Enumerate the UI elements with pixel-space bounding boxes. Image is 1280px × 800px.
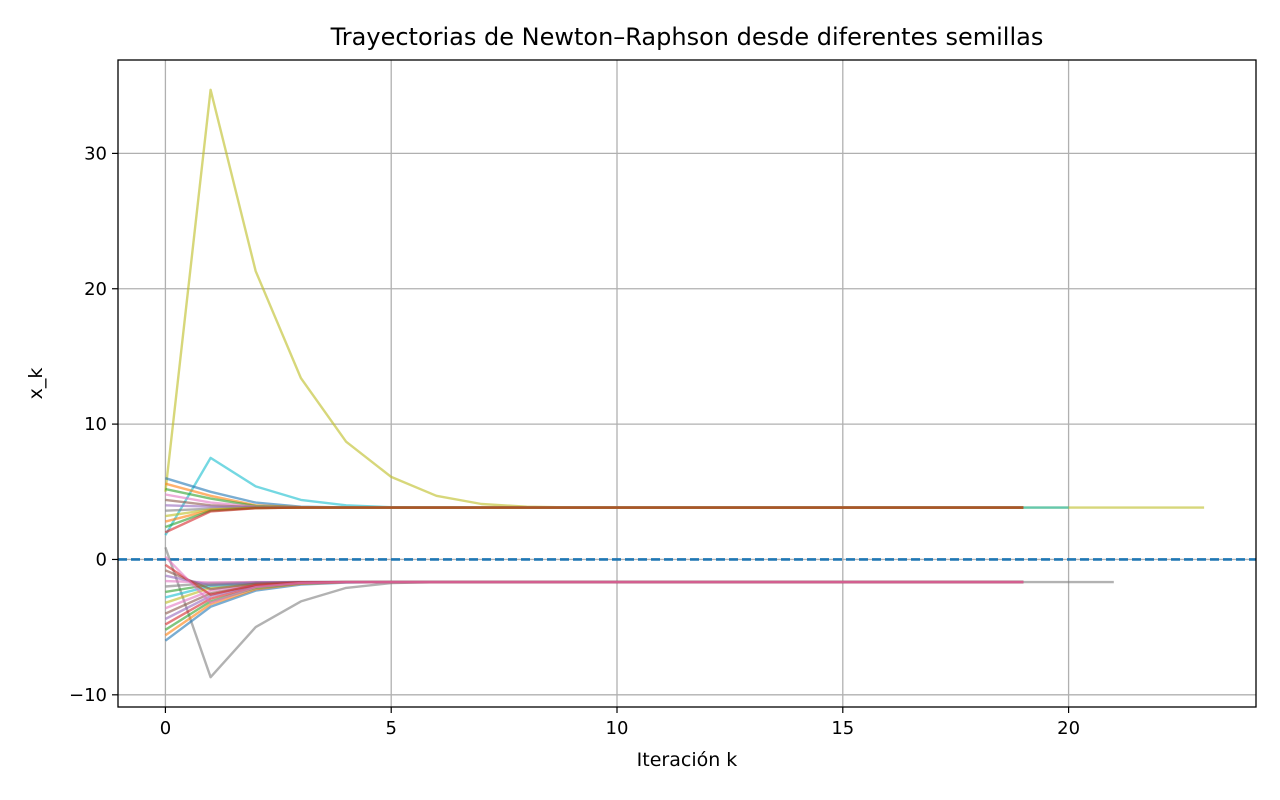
y-tick-label: 10: [84, 414, 107, 435]
tick-layer: 0 5 10 15 20 −10 0 10 20 30: [69, 143, 1080, 739]
plot-frame: [117, 59, 1257, 708]
y-tick-label: 30: [84, 143, 107, 164]
x-tick-label: 20: [1057, 718, 1080, 739]
y-tick-label: 20: [84, 279, 107, 300]
x-tick-label: 10: [606, 718, 629, 739]
series-layer: [164, 88, 1205, 679]
chart-title: Trayectorias de Newton–Raphson desde dif…: [330, 23, 1044, 51]
y-tick-label: 0: [96, 549, 107, 570]
y-axis-label: x_k: [25, 368, 47, 400]
y-tick-label: −10: [69, 685, 107, 706]
x-tick-label: 15: [831, 718, 854, 739]
series-line-30: [164, 555, 1024, 604]
series-line-13: [164, 506, 1024, 534]
x-tick-label: 5: [385, 718, 396, 739]
x-axis-label: Iteración k: [637, 749, 738, 771]
x-tick-label: 0: [160, 718, 171, 739]
